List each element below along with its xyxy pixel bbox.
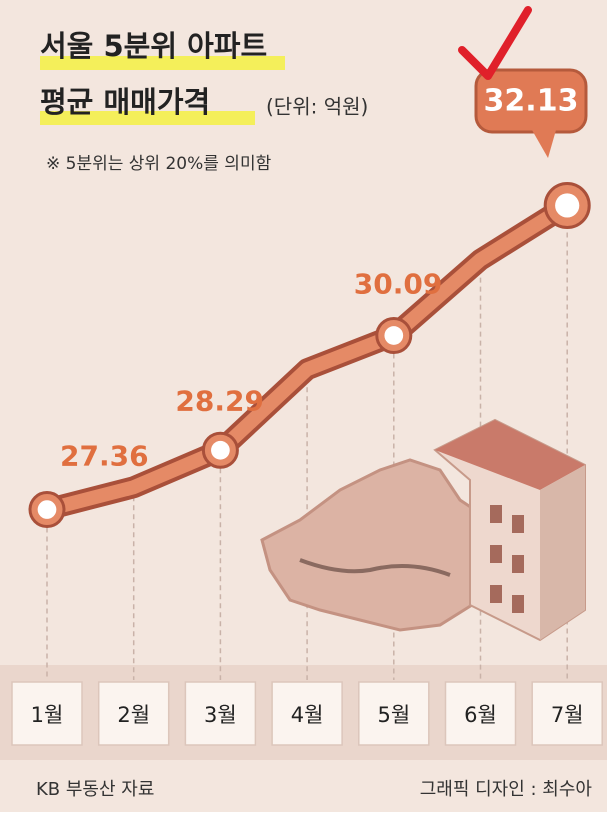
x-tick-label: 3월 — [204, 703, 237, 727]
line — [40, 198, 575, 517]
marker-center — [384, 326, 404, 345]
note: ※ 5분위는 상위 20%를 의미함 — [46, 154, 272, 174]
callout — [458, 6, 588, 158]
month-box — [97, 681, 170, 746]
credit: 그래픽 디자인 : 최수아 — [420, 779, 593, 800]
month-box — [531, 681, 603, 746]
month-box — [11, 681, 83, 746]
value-label: 32.13 — [484, 84, 579, 119]
marker-center — [555, 193, 580, 218]
x-tick-label: 2월 — [117, 703, 150, 727]
x-tick-label: 4월 — [291, 703, 324, 727]
month-box — [444, 681, 517, 746]
illustration — [260, 418, 586, 642]
subtitle-highlight — [40, 111, 255, 125]
month-box — [358, 681, 430, 746]
chart-title: 서울 5분위 아파트 — [40, 29, 267, 63]
value-label: 27.36 — [60, 440, 149, 473]
month-box — [184, 681, 257, 746]
x-tick-label: 1월 — [31, 703, 64, 727]
x-tick-label: 6월 — [464, 703, 497, 727]
x-tick-label: 7월 — [551, 703, 584, 727]
chart-subtitle: 평균 매매가격 — [40, 85, 210, 119]
title-highlight — [40, 56, 285, 70]
value-label: 28.29 — [175, 384, 264, 417]
value-label: 30.09 — [354, 268, 443, 301]
unit-note: (단위: 억원) — [266, 95, 368, 119]
source: KB 부동산 자료 — [36, 779, 154, 800]
x-tick-label: 5월 — [377, 703, 410, 727]
marker-center — [211, 440, 230, 460]
month-box — [271, 681, 343, 746]
marker-center — [37, 500, 57, 519]
